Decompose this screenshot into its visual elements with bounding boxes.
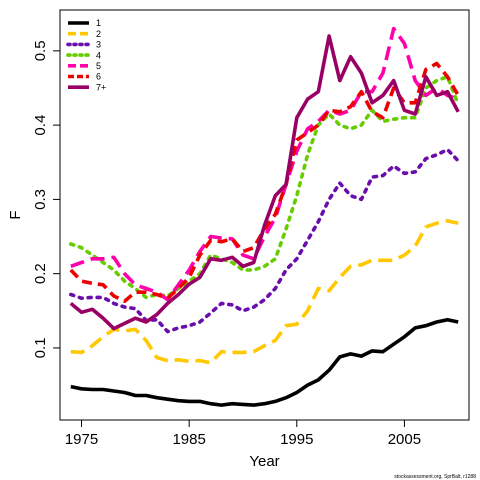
legend-label-1: 1 xyxy=(96,18,101,28)
x-tick-label: 1985 xyxy=(172,431,205,448)
y-axis-title: F xyxy=(7,210,24,219)
y-tick-label: 0.1 xyxy=(32,338,49,359)
series-line-7plus xyxy=(69,34,460,331)
credit-text: stockassessment.org, SprBalt, r1288 xyxy=(394,474,476,480)
legend-label-4: 4 xyxy=(96,50,101,60)
y-tick-label: 0.5 xyxy=(32,40,49,61)
y-axis: 0.1 0.2 0.3 0.4 0.5 xyxy=(32,40,61,359)
x-axis-title: Year xyxy=(249,453,279,470)
series-line-5 xyxy=(70,26,459,302)
series-lines xyxy=(69,26,461,407)
series-line-4 xyxy=(69,75,461,300)
legend-label-2: 2 xyxy=(96,29,101,39)
legend-label-7plus: 7+ xyxy=(96,82,106,92)
legend-label-3: 3 xyxy=(96,40,101,50)
series-line-3 xyxy=(69,147,461,334)
y-tick-label: 0.3 xyxy=(32,189,49,210)
x-tick-label: 1975 xyxy=(65,431,98,448)
x-axis: 1975 1985 1995 2005 xyxy=(65,419,421,448)
legend-label-5: 5 xyxy=(96,61,101,71)
legend-label-6: 6 xyxy=(96,72,101,82)
series-line-1 xyxy=(70,317,459,407)
x-tick-label: 2005 xyxy=(388,431,421,448)
y-tick-label: 0.2 xyxy=(32,263,49,284)
x-tick-label: 1995 xyxy=(280,431,313,448)
series-line-2 xyxy=(70,219,459,365)
y-tick-label: 0.4 xyxy=(32,115,49,136)
